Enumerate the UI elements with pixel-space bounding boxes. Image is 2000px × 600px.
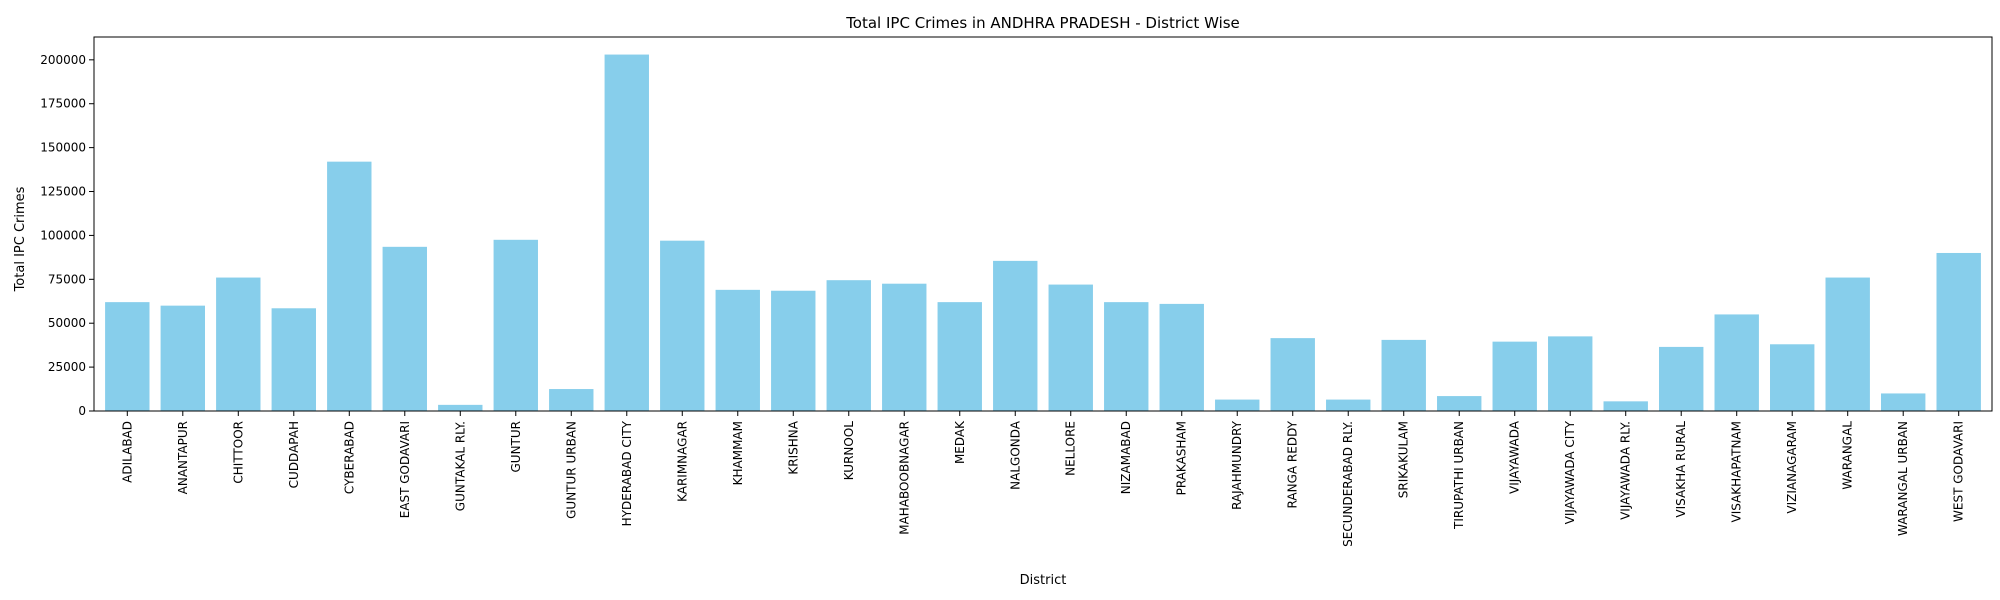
x-tick-label: NIZAMABAD <box>1119 421 1133 494</box>
bar-vijayawada-rly <box>1603 401 1648 411</box>
bar-warangal <box>1825 277 1870 411</box>
x-tick-label: VIZIANAGARAM <box>1785 421 1799 514</box>
bar-secunderabad-rly <box>1326 399 1371 411</box>
x-tick-label: WARANGAL URBAN <box>1896 421 1910 536</box>
bar-warangal-urban <box>1881 393 1926 411</box>
bar-nalgonda <box>993 260 1038 411</box>
bar-rajahmundry <box>1215 399 1260 411</box>
bar-nellore <box>1048 284 1093 411</box>
y-axis-label: Total IPC Crimes <box>13 186 28 292</box>
y-tick-label: 150000 <box>40 141 86 155</box>
bar-ranga-reddy <box>1270 338 1315 411</box>
x-tick-label: RANGA REDDY <box>1286 420 1300 508</box>
x-tick-label: KARIMNAGAR <box>675 421 689 502</box>
x-axis-label: District <box>1020 573 1067 588</box>
x-tick-label: CYBERABAD <box>342 421 356 494</box>
x-tick-label: KHAMMAM <box>731 421 745 485</box>
x-tick-label: CHITTOOR <box>231 421 245 484</box>
bar-prakasham <box>1159 303 1204 411</box>
x-tick-label: ADILABAD <box>120 421 134 483</box>
bars-layer <box>105 54 1981 411</box>
chart-title: Total IPC Crimes in ANDHRA PRADESH - Dis… <box>845 14 1240 32</box>
x-tick-label: TIRUPATHI URBAN <box>1452 421 1466 530</box>
x-tick-label: PRAKASHAM <box>1175 421 1189 495</box>
bar-vijayawada <box>1492 341 1537 411</box>
bar-guntur <box>493 239 538 411</box>
x-tick-label: VISAKHA RURAL <box>1674 421 1688 518</box>
x-tick-label: VISAKHAPATNAM <box>1730 421 1744 523</box>
bar-srikakulam <box>1381 339 1426 411</box>
bar-kurnool <box>826 280 871 411</box>
bar-visakhapatnam <box>1714 314 1759 411</box>
x-tick-label: GUNTUR URBAN <box>564 421 578 519</box>
bar-east-godavari <box>382 246 427 411</box>
x-tick-label: GUNTUR <box>509 421 523 473</box>
y-tick-label: 175000 <box>40 97 86 111</box>
bar-krishna <box>771 290 816 411</box>
x-tick-label: MAHABOOBNAGAR <box>897 421 911 535</box>
y-tick-label: 125000 <box>40 185 86 199</box>
bar-karimnagar <box>660 240 705 411</box>
x-tick-label: VIJAYAWADA <box>1508 420 1522 494</box>
x-tick-label: NALGONDA <box>1008 420 1022 490</box>
x-tick-label: HYDERABAD CITY <box>620 420 634 526</box>
y-tick-label: 0 <box>78 404 86 418</box>
plot-area-frame <box>93 36 1993 412</box>
bar-hyderabad-city <box>604 54 649 411</box>
x-tick-label: VIJAYAWADA RLY. <box>1619 421 1633 520</box>
bar-medak <box>937 302 982 411</box>
bar-mahaboobnagar <box>882 283 927 411</box>
x-tick-label: CUDDAPAH <box>287 421 301 488</box>
bar-guntur-urban <box>549 389 594 411</box>
x-tick-label: SRIKAKULAM <box>1397 421 1411 498</box>
y-tick-label: 100000 <box>40 228 86 242</box>
bar-nizamabad <box>1104 302 1149 411</box>
x-tick-label: SECUNDERABAD RLY. <box>1341 421 1355 547</box>
x-tick-label: WEST GODAVARI <box>1952 421 1966 522</box>
y-axis-ticks: 0 25000 50000 75000 100000 125000 150000 175000… <box>40 53 94 418</box>
x-tick-label: EAST GODAVARI <box>398 421 412 518</box>
x-tick-label: GUNTAKAL RLY. <box>453 421 467 511</box>
bar-adilabad <box>105 302 150 411</box>
x-tick-label: ANANTAPUR <box>176 421 190 494</box>
x-tick-label: KRISHNA <box>786 420 800 474</box>
bar-guntakal-rly <box>438 404 483 411</box>
x-tick-label: NELLORE <box>1064 421 1078 476</box>
bar-west-godavari <box>1936 252 1981 411</box>
bar-khammam <box>715 289 760 411</box>
x-tick-label: WARANGAL <box>1841 421 1855 490</box>
x-tick-label: KURNOOL <box>842 421 856 481</box>
x-tick-label: VIJAYAWADA CITY <box>1563 420 1577 524</box>
bar-chittoor <box>216 277 261 411</box>
bar-cuddapah <box>271 308 316 411</box>
y-tick-label: 75000 <box>48 272 86 286</box>
x-tick-label: RAJAHMUNDRY <box>1230 420 1244 510</box>
bar-vijayawada-city <box>1548 336 1593 411</box>
bar-visakha-rural <box>1659 346 1704 411</box>
y-tick-label: 25000 <box>48 360 86 374</box>
x-axis-ticks: ADILABAD ANANTAPUR CHITTOOR CUDDAPAH CYBERAB… <box>120 411 1966 547</box>
bar-tirupathi-urban <box>1437 396 1482 411</box>
bar-anantapur <box>160 305 205 411</box>
y-tick-label: 50000 <box>48 316 86 330</box>
bar-cyberabad <box>327 161 372 411</box>
y-tick-label: 200000 <box>40 53 86 67</box>
bar-vizianagaram <box>1770 344 1815 411</box>
x-tick-label: MEDAK <box>953 420 967 464</box>
